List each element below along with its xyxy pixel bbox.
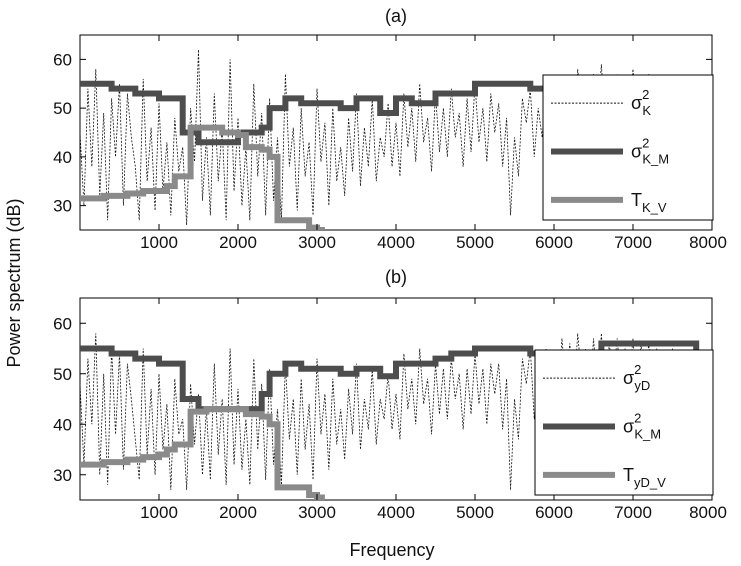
hearing-threshold-line	[80, 124, 325, 230]
legend-label-base: σ	[623, 417, 634, 437]
legend-label: σ2 K_M	[631, 136, 669, 167]
legend-label-sup: 2	[634, 362, 641, 377]
spectrum-line	[80, 333, 712, 490]
x-tick-label: 6000	[535, 503, 573, 522]
x-tick-label: 7000	[614, 233, 652, 252]
legend-box	[542, 74, 714, 221]
legend-label: σ2 K	[631, 87, 651, 118]
legend-label-sup: 2	[634, 411, 641, 426]
legend-label-base: σ	[631, 93, 642, 113]
x-tick-label: 3000	[298, 233, 336, 252]
x-tick-label: 6000	[535, 233, 573, 252]
y-tick-label: 40	[53, 148, 72, 167]
x-tick-label: 2000	[219, 233, 257, 252]
x-tick-label: 2000	[219, 503, 257, 522]
legend-label-base: σ	[623, 368, 634, 388]
legend-label: σ2 yD	[623, 362, 650, 393]
y-tick-label: 30	[53, 466, 72, 485]
legend-label-sub: yD_V	[634, 475, 666, 490]
legend-label-sub: K_M	[634, 427, 661, 442]
x-tick-label: 5000	[456, 233, 494, 252]
y-tick-label: 40	[53, 415, 72, 434]
spectrum-line	[80, 49, 712, 226]
legend-label-sub: K	[642, 103, 651, 118]
x-tick-label: 8000	[689, 233, 727, 252]
legend: σ2 Kσ2 K_MTK_V	[542, 74, 714, 221]
y-axis-label: Power spectrum (dB)	[4, 198, 24, 367]
legend-label-sub: K_V	[642, 200, 667, 215]
x-tick-label: 7000	[614, 503, 652, 522]
x-tick-label: 8000	[689, 503, 727, 522]
y-tick-label: 60	[53, 50, 72, 69]
x-tick-label: 4000	[377, 503, 415, 522]
x-tick-label: 3000	[298, 503, 336, 522]
legend-label: TyD_V	[623, 465, 666, 490]
legend-label-sub: yD	[634, 378, 650, 393]
legend-label-base: σ	[631, 142, 642, 162]
legend-box	[534, 349, 714, 496]
subplot-a: (a) 1000 2000 3000 4000 5000 6000 7000 8000 30 40 5…	[53, 6, 727, 252]
x-tick-label: 4000	[377, 233, 415, 252]
legend-label-sup: 2	[642, 87, 649, 102]
legend-label-sup: 2	[642, 136, 649, 151]
subplot-title: (a)	[385, 6, 407, 26]
subplot-b: (b) 1000 2000 3000 4000 5000 6000 7000 8000 30 40 5…	[53, 267, 727, 522]
legend-label-sub: K_M	[642, 152, 669, 167]
y-tick-label: 50	[53, 365, 72, 384]
x-tick-label: 1000	[140, 233, 178, 252]
subplot-title: (b)	[385, 267, 407, 287]
y-tick-label: 60	[53, 314, 72, 333]
y-tick-label: 50	[53, 99, 72, 118]
legend-label-base: T	[631, 190, 642, 210]
legend-label: σ2 K_M	[623, 411, 661, 442]
legend-label: TK_V	[631, 190, 667, 215]
x-axis-label: Frequency	[349, 540, 434, 560]
x-tick-label: 5000	[456, 503, 494, 522]
x-tick-label: 1000	[140, 503, 178, 522]
y-tick-label: 30	[53, 197, 72, 216]
hearing-threshold-line	[80, 406, 325, 500]
legend-label-base: T	[623, 465, 634, 485]
